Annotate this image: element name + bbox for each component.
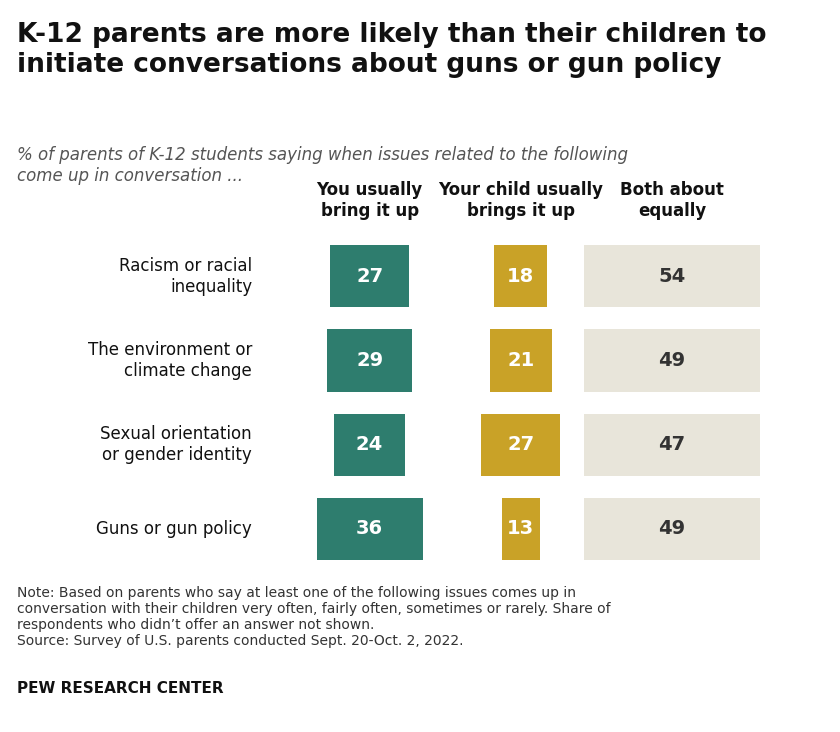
Text: 24: 24 — [356, 436, 383, 454]
Text: Your child usually
brings it up: Your child usually brings it up — [438, 181, 603, 220]
Text: 13: 13 — [507, 520, 534, 538]
Text: Both about
equally: Both about equally — [620, 181, 724, 220]
Text: Sexual orientation
or gender identity: Sexual orientation or gender identity — [100, 425, 252, 464]
Text: 36: 36 — [356, 520, 383, 538]
Text: Guns or gun policy: Guns or gun policy — [97, 520, 252, 538]
Text: 29: 29 — [356, 351, 383, 370]
Text: 27: 27 — [356, 267, 383, 285]
Text: You usually
bring it up: You usually bring it up — [317, 181, 423, 220]
Text: Note: Based on parents who say at least one of the following issues comes up in
: Note: Based on parents who say at least … — [17, 586, 611, 649]
Text: % of parents of K-12 students saying when issues related to the following
come u: % of parents of K-12 students saying whe… — [17, 146, 627, 185]
Text: 47: 47 — [659, 436, 685, 454]
Text: 49: 49 — [659, 520, 685, 538]
Text: 18: 18 — [507, 267, 534, 285]
Text: Racism or racial
inequality: Racism or racial inequality — [119, 257, 252, 296]
Text: 21: 21 — [507, 351, 534, 370]
Text: 27: 27 — [507, 436, 534, 454]
Text: PEW RESEARCH CENTER: PEW RESEARCH CENTER — [17, 681, 223, 695]
Text: 54: 54 — [659, 267, 685, 285]
Text: 49: 49 — [659, 351, 685, 370]
Text: K-12 parents are more likely than their children to
initiate conversations about: K-12 parents are more likely than their … — [17, 22, 766, 78]
Text: The environment or
climate change: The environment or climate change — [87, 341, 252, 380]
